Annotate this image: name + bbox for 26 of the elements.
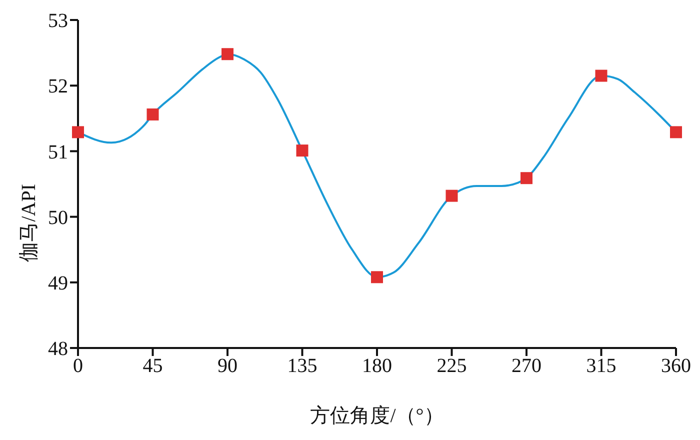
point — [595, 70, 608, 82]
y-axis-title: 伽马/API — [18, 184, 40, 262]
point — [670, 126, 682, 138]
point — [222, 48, 234, 60]
y-tick-label: 49 — [48, 272, 68, 294]
point — [296, 144, 308, 157]
point — [446, 190, 458, 202]
point — [146, 108, 159, 120]
x-tick-label: 0 — [73, 355, 83, 378]
point — [520, 172, 532, 184]
y-tick-label: 53 — [48, 10, 68, 32]
x-tick-label: 360 — [661, 355, 691, 378]
x-tick-label: 270 — [512, 355, 542, 378]
x-tick-label: 45 — [142, 355, 163, 378]
y-tick-label: 52 — [48, 76, 68, 98]
point — [72, 126, 84, 138]
x-tick-label: 135 — [287, 355, 318, 378]
x-tick-label: 90 — [218, 355, 238, 378]
x-tick-label: 225 — [436, 355, 467, 378]
y-tick-label: 48 — [48, 338, 68, 360]
x-tick-label: 315 — [586, 355, 616, 378]
y-tick-label: 50 — [48, 206, 68, 229]
y-tick-label: 51 — [48, 141, 68, 164]
x-axis-title: 方位角度/（°） — [310, 404, 444, 428]
point — [371, 271, 383, 284]
x-tick-label: 180 — [362, 355, 392, 378]
